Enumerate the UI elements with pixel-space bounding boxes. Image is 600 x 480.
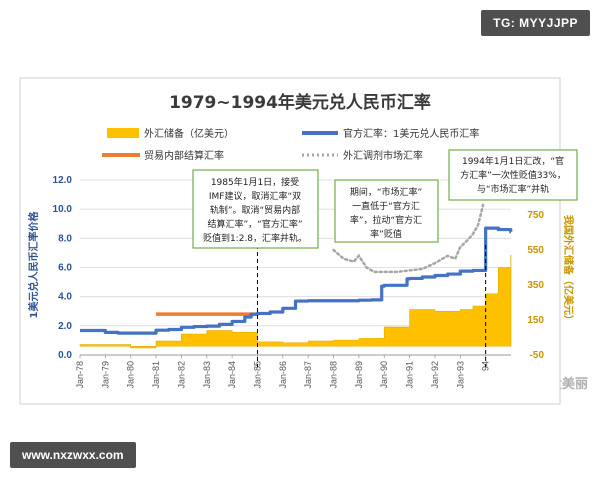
reserves-area-layer bbox=[79, 254, 512, 349]
y-left-tick-label: 4.0 bbox=[58, 292, 72, 303]
x-tick-label: Jan-88 bbox=[329, 361, 339, 389]
x-tick-label: Jan-78 bbox=[75, 361, 85, 389]
x-tick-label: Jan-89 bbox=[354, 361, 364, 389]
watermark-bottom: www.nxzwxx.com bbox=[10, 442, 136, 468]
x-tick-label: Jan-80 bbox=[126, 361, 136, 389]
x-tick-label: Jan-93 bbox=[455, 361, 465, 389]
y-right-tick-label: 150 bbox=[527, 315, 544, 326]
x-tick-label: Jan-90 bbox=[379, 361, 389, 389]
annotation-1985-line: 轨制”。取消“贸易内部 bbox=[210, 204, 300, 216]
legend-swatch-reserves bbox=[107, 128, 139, 138]
x-tick-label: Jan-84 bbox=[227, 361, 237, 389]
x-tick-label: Jan-86 bbox=[278, 361, 288, 389]
axes-layer: 0.0 2.0 4.0 6.0 8.0 10.0 12.0 -50 150 350 550 750 Ja… bbox=[53, 175, 545, 389]
series-lines-layer bbox=[80, 203, 513, 335]
annotation-market-box bbox=[334, 179, 439, 243]
annotation-market-line: 率”贬值 bbox=[370, 228, 402, 240]
annotation-1985-line: 1985年1月1日，接受 bbox=[211, 176, 299, 188]
annotation-1994-line: 1994年1月1日汇改，“官 bbox=[462, 155, 564, 167]
x-tick-label: Jan-82 bbox=[176, 361, 186, 389]
chart-title: 1979~1994年美元兑人民币汇率 bbox=[169, 92, 431, 113]
y-axis-left-label: 1美元兑人民币汇率价格 bbox=[27, 211, 40, 319]
annotation-1994: 1994年1月1日汇改，“官 方汇率”一次性贬值33%， 与“市场汇率”并轨 bbox=[448, 149, 578, 201]
annotation-1994-line: 与“市场汇率”并轨 bbox=[477, 183, 549, 195]
x-tick-label: Jan-92 bbox=[430, 361, 440, 389]
legend-label-reserves: 外汇储备（亿美元） bbox=[144, 127, 234, 140]
y-left-tick-label: 6.0 bbox=[58, 263, 72, 274]
legend-label-official: 官方汇率：1美元兑人民币汇率 bbox=[343, 127, 479, 140]
y-left-tick-label: 0.0 bbox=[58, 350, 72, 361]
reserves-area bbox=[79, 254, 512, 349]
annotation-1985-box bbox=[192, 169, 319, 249]
y-left-tick-label: 2.0 bbox=[58, 321, 72, 332]
y-left-tick-label: 8.0 bbox=[58, 233, 72, 244]
annotation-1985-line: IMF建议，取消汇率“双 bbox=[209, 190, 301, 202]
y-left-tick-label: 10.0 bbox=[53, 204, 73, 215]
annotation-1994-box bbox=[448, 149, 578, 201]
legend-label-market: 外汇调剂市场汇率 bbox=[343, 149, 423, 162]
x-tick-label: Jan-79 bbox=[100, 361, 110, 389]
y-right-tick-label: 350 bbox=[527, 280, 544, 291]
y-left-tick-label: 12.0 bbox=[53, 175, 73, 186]
y-right-tick-label: 550 bbox=[527, 245, 544, 256]
market-rate-line bbox=[332, 203, 485, 274]
event-lines-layer bbox=[256, 245, 487, 367]
x-tick-label: Jan-83 bbox=[202, 361, 212, 389]
x-tick-label: Jan-81 bbox=[151, 361, 161, 389]
annotation-1985-line: 贬值到1:2.8，汇率并轨。 bbox=[203, 232, 307, 244]
annotation-market-line: 率”，拉动“官方汇 bbox=[350, 214, 422, 226]
annotation-1985: 1985年1月1日，接受 IMF建议，取消汇率“双 轨制”。取消“贸易内部 结算… bbox=[192, 169, 319, 249]
annotation-market: 期间，“市场汇率” 一直低于“官方汇 率”，拉动“官方汇 率”贬值 bbox=[334, 179, 439, 243]
y-axis-right-label: 我国外汇储备（亿美元） bbox=[562, 215, 575, 325]
y-right-tick-label: 750 bbox=[527, 210, 544, 221]
x-tick-label: Jan-87 bbox=[303, 361, 313, 389]
annotation-1985-line: 结算汇率”，“官方汇率” bbox=[208, 218, 303, 230]
annotation-market-line: 一直低于“官方汇 bbox=[352, 200, 420, 212]
official-rate-line bbox=[80, 226, 513, 335]
legend-label-trade: 贸易内部结算汇率 bbox=[144, 149, 224, 162]
watermark-top: TG: MYYJJPP bbox=[481, 10, 590, 36]
y-right-tick-label: -50 bbox=[530, 350, 545, 361]
annotation-market-line: 期间，“市场汇率” bbox=[350, 186, 422, 198]
x-tick-label: Jan-85 bbox=[252, 361, 262, 389]
x-tick-label: Jan-91 bbox=[405, 361, 415, 389]
annotation-1994-line: 方汇率”一次性贬值33%， bbox=[460, 169, 566, 181]
